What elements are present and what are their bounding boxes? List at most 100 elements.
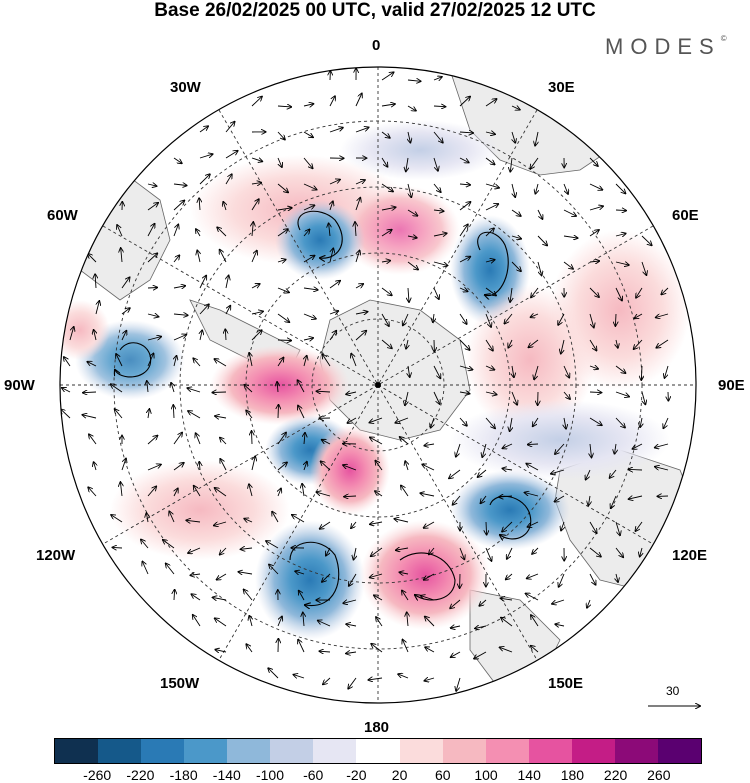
wind-vector [561,521,564,531]
wind-vector [147,486,156,497]
wind-vector [303,157,313,168]
wind-vector [381,131,390,138]
wind-vector [238,572,253,574]
wind-vector [269,565,279,575]
colorbar-swatch [614,739,658,763]
wind-vector [196,433,201,445]
wind-vector [141,540,149,549]
wind-vector [355,94,362,107]
wind-vector [375,491,383,497]
wind-vector [329,281,340,289]
wind-vector [535,131,538,146]
wind-vector [407,236,417,238]
wind-vector [586,469,591,480]
wind-vector [295,571,305,574]
wind-vector [381,261,390,262]
wind-vector [402,591,409,601]
wind-vector [433,183,441,192]
wind-vector [381,313,389,326]
wind-vector [251,330,262,341]
wind-vector [433,365,440,378]
wind-vector [173,255,179,263]
wind-vector [277,340,291,341]
wind-vector [193,615,201,627]
wind-vector [511,106,520,110]
wind-vector [611,495,617,508]
wind-vector [558,313,565,325]
wind-vector [318,621,331,627]
wind-vector [199,174,210,185]
wind-vector [510,417,512,431]
wind-vector [225,151,238,159]
wind-vector [303,613,304,627]
wind-vector [537,209,543,219]
wind-vector [303,230,310,237]
colorbar-tick-label: 260 [647,767,671,783]
modes-logo: MODES© [605,34,727,59]
wind-vector [500,647,513,653]
wind-vector [381,157,388,167]
wind-vector [485,132,495,134]
wind-vector [304,462,307,471]
wind-vector [95,301,99,315]
wind-vector [459,257,470,263]
wind-vector [173,157,182,163]
wind-vector [174,590,175,601]
wind-vector [589,392,601,393]
lon-label-30e: 30E [548,79,575,96]
wind-vector [347,417,357,423]
wind-vector [615,183,625,193]
wind-vector [640,417,642,427]
wind-vector [87,362,97,367]
wind-vector [537,261,542,275]
wind-vector [199,462,200,471]
wind-vector [663,417,669,428]
wind-vector [215,488,227,497]
wind-vector [121,331,126,341]
wind-vector [506,573,513,579]
wind-vector [456,677,461,691]
wind-vector [355,312,368,314]
wind-vector [277,208,292,210]
wind-vector [615,521,620,535]
wind-vector [147,436,157,445]
colorbar-tick-label: -20 [346,767,367,783]
wind-vector [302,484,304,497]
wind-vector [303,256,315,263]
wind-vector [220,438,227,445]
wind-vector [252,431,253,445]
wind-vector [535,183,538,194]
wind-vector [196,229,200,237]
wind-vector [111,515,123,523]
wind-vector [323,677,331,684]
colorbar-tick-label: 220 [603,767,628,783]
wind-vector [298,640,305,653]
wind-vector [94,330,96,341]
wind-vector [298,380,305,393]
wind-vector [303,338,313,340]
wind-vector [616,339,618,348]
wind-vector [69,327,74,341]
wind-vector [610,469,617,478]
wind-vector [303,183,317,190]
wind-vector [277,382,278,393]
wind-vector [485,366,494,370]
colorbar-tick-label: -100 [255,767,285,783]
wind-vector [251,158,262,161]
wind-vector [225,329,226,341]
wind-vector [408,365,410,377]
wind-vector [531,314,539,317]
wind-vector [453,495,461,505]
wind-vector [330,201,333,211]
wind-vector [589,547,601,557]
wind-vector [277,183,288,192]
wind-vector [396,548,409,550]
wind-vector [303,313,316,319]
wind-vector [459,184,470,185]
wind-vector [220,250,227,263]
wind-vector [656,313,669,318]
wind-vector [343,600,357,603]
wind-vector [89,434,97,445]
wind-vector [199,198,200,211]
wind-vector [485,183,499,188]
